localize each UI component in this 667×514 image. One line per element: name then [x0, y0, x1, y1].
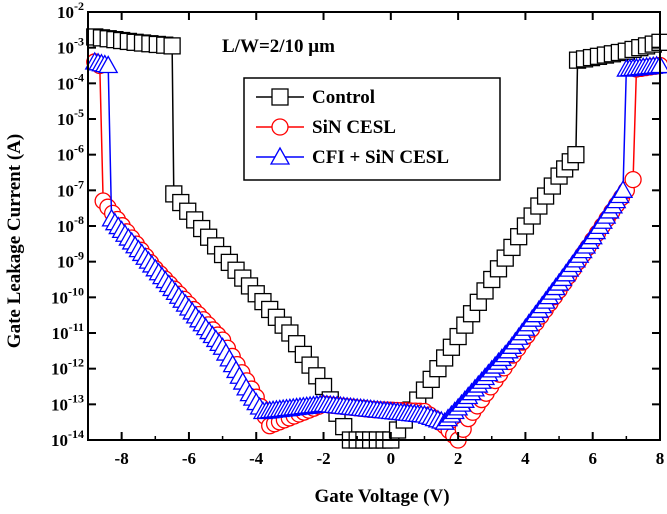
legend-marker: [271, 118, 289, 136]
series-square: [86, 28, 667, 449]
x-axis-title: Gate Voltage (V): [314, 486, 449, 507]
x-tick-label: 4: [521, 449, 530, 468]
series-triangle: [84, 51, 667, 430]
y-tick-label: 10-10: [51, 284, 84, 307]
y-tick-label: 10-9: [57, 249, 84, 272]
y-tick-label: 10-3: [57, 35, 84, 58]
y-tick-label: 10-4: [57, 70, 84, 93]
x-tick-label: 2: [454, 449, 463, 468]
data-point: [567, 146, 585, 164]
series-layer: [84, 28, 667, 449]
x-tick-label: -6: [182, 449, 196, 468]
legend: Control SiN CESL CFI + SiN CESL: [243, 77, 501, 181]
x-tick-label: 6: [588, 449, 597, 468]
x-tick-label: 8: [656, 449, 665, 468]
legend-marker: [269, 146, 291, 165]
plot-frame: [87, 11, 661, 441]
y-tick-label: 10-11: [52, 320, 84, 343]
x-tick-label: -8: [115, 449, 129, 468]
data-point: [98, 55, 119, 74]
y-tick-label: 10-12: [51, 356, 84, 379]
legend-marker: [271, 88, 289, 106]
legend-label: SiN CESL: [312, 117, 396, 138]
data-point: [624, 170, 642, 189]
y-tick-label: 10-14: [51, 427, 84, 450]
y-tick-label: 10-7: [57, 177, 84, 200]
y-tick-label: 10-6: [57, 142, 84, 165]
size-annotation: L/W=2/10 μm: [222, 36, 335, 57]
legend-label: Control: [312, 87, 375, 108]
y-tick-label: 10-5: [57, 106, 84, 129]
axes: -8 -6 -4 -2 0 2 4 6 8 10-14 10-13 10-12 10-11 10-10 10…: [51, 0, 664, 468]
y-tick-label: 10-2: [57, 0, 84, 22]
x-tick-label: -4: [249, 449, 264, 468]
x-tick-label: -2: [316, 449, 330, 468]
y-tick-label: 10-13: [51, 391, 84, 414]
data-point: [612, 180, 634, 198]
x-tick-label: 0: [387, 449, 396, 468]
legend-label: CFI + SiN CESL: [312, 147, 449, 168]
y-tick-label: 10-8: [57, 213, 84, 236]
y-axis-title: Gate Leakage Current (A): [4, 134, 25, 348]
data-point: [163, 37, 181, 55]
